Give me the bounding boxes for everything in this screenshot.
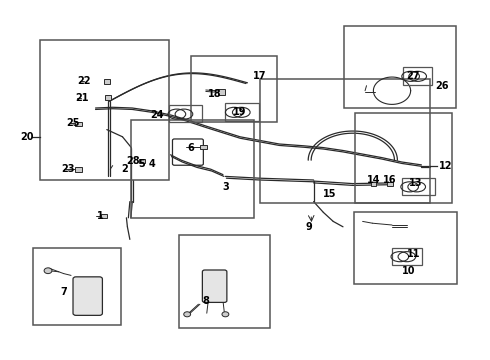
Bar	[260, 79, 430, 203]
Text: 20: 20	[20, 132, 34, 142]
Text: 28: 28	[126, 156, 140, 166]
Bar	[33, 248, 121, 325]
Text: 21: 21	[75, 93, 89, 103]
Text: 26: 26	[435, 81, 449, 91]
FancyBboxPatch shape	[73, 277, 102, 315]
Bar	[388, 183, 393, 186]
Text: 18: 18	[208, 89, 221, 99]
Text: 9: 9	[305, 222, 312, 232]
Bar	[101, 213, 107, 218]
Text: 11: 11	[407, 249, 421, 259]
Bar	[179, 235, 270, 328]
Text: 12: 12	[439, 161, 453, 171]
Bar	[40, 40, 169, 180]
Bar	[403, 67, 432, 85]
Bar	[131, 120, 254, 218]
Bar	[104, 79, 110, 84]
Text: 15: 15	[322, 189, 336, 199]
Text: 4: 4	[148, 159, 155, 169]
Circle shape	[184, 312, 191, 317]
Bar	[392, 248, 422, 265]
Bar	[371, 182, 376, 186]
Bar	[355, 113, 452, 203]
Bar	[218, 89, 225, 94]
Text: 23: 23	[61, 164, 74, 174]
Text: 27: 27	[406, 71, 419, 81]
Text: 16: 16	[383, 175, 397, 185]
Text: 22: 22	[77, 76, 91, 86]
Bar	[75, 167, 81, 171]
Text: 5: 5	[139, 159, 146, 169]
Text: 17: 17	[253, 71, 267, 81]
Text: 13: 13	[409, 178, 422, 188]
Circle shape	[222, 312, 229, 317]
Text: 2: 2	[122, 164, 128, 174]
Bar	[402, 178, 435, 195]
Text: 24: 24	[150, 110, 164, 120]
Bar	[200, 145, 207, 149]
Text: 7: 7	[60, 287, 67, 297]
Text: 14: 14	[367, 175, 380, 185]
Bar	[139, 158, 145, 163]
Bar	[169, 105, 202, 122]
Text: 3: 3	[222, 182, 229, 192]
Bar	[354, 212, 457, 284]
Bar	[344, 26, 456, 108]
Text: 8: 8	[202, 296, 209, 306]
FancyBboxPatch shape	[202, 270, 227, 302]
Text: 19: 19	[233, 107, 247, 117]
Bar	[105, 95, 111, 100]
Text: 6: 6	[188, 143, 195, 153]
Text: 10: 10	[402, 266, 416, 276]
Text: 25: 25	[66, 118, 79, 128]
Bar	[191, 56, 277, 122]
Bar	[75, 122, 81, 126]
Bar	[225, 103, 259, 121]
Text: 1: 1	[97, 211, 104, 221]
Circle shape	[44, 268, 52, 274]
